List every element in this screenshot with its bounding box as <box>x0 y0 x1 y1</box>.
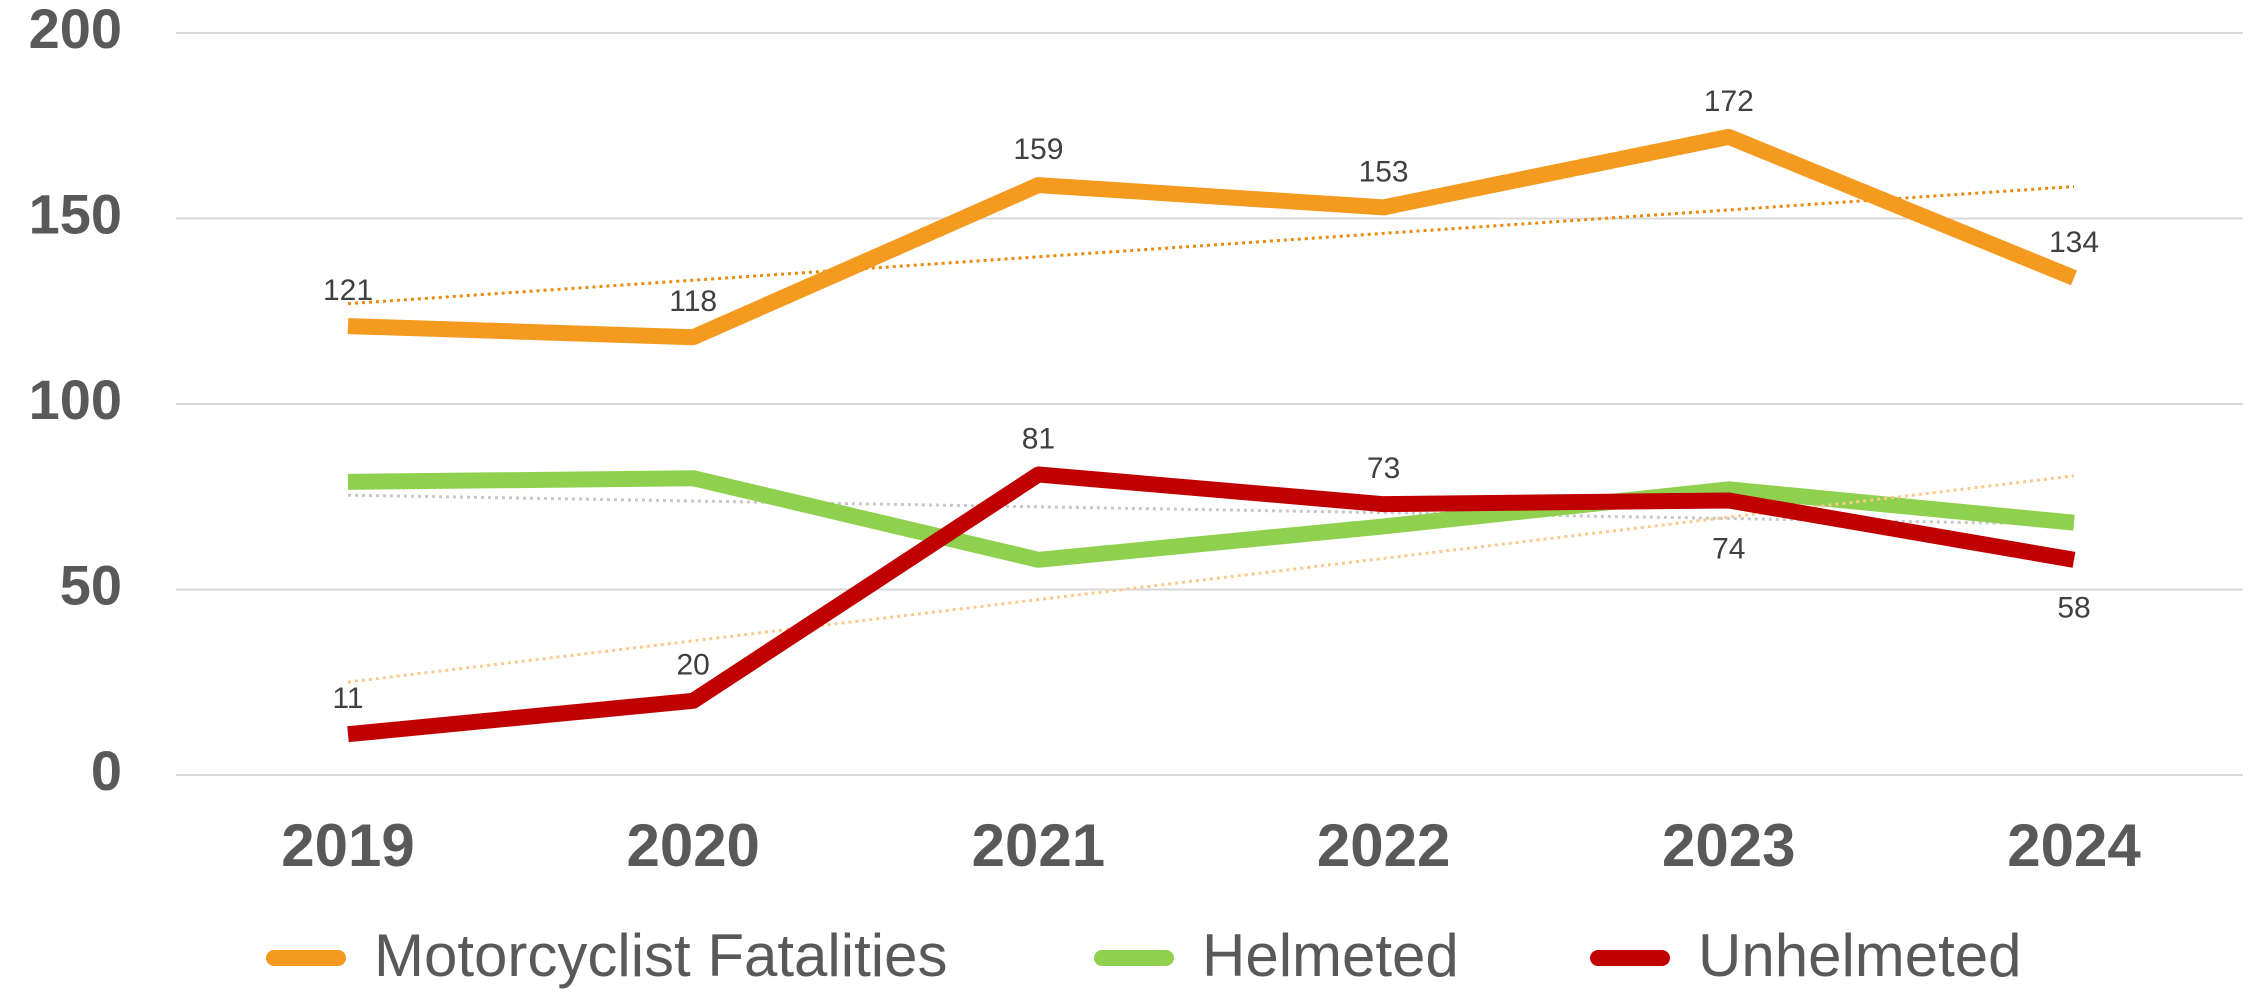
data-label: 20 <box>677 649 710 682</box>
x-tick-label: 2020 <box>626 812 759 879</box>
y-tick-label: 100 <box>29 368 122 431</box>
y-tick-label: 0 <box>91 739 122 802</box>
trendline <box>347 493 2075 526</box>
data-label: 11 <box>332 682 363 715</box>
y-tick-label: 200 <box>29 0 122 60</box>
data-label: 74 <box>1712 532 1745 565</box>
legend-label: Helmeted <box>1202 922 1459 989</box>
data-label: 118 <box>669 285 717 318</box>
x-tick-label: 2021 <box>972 812 1105 879</box>
data-label: 73 <box>1367 452 1400 485</box>
x-tick-label: 2023 <box>1662 812 1795 879</box>
series-line <box>347 466 2076 743</box>
y-tick-label: 50 <box>60 553 122 616</box>
series-line <box>347 470 2075 568</box>
trendline <box>347 185 2075 306</box>
data-label: 172 <box>1704 85 1754 118</box>
legend-label: Unhelmeted <box>1698 922 2022 989</box>
x-tick-label: 2019 <box>281 812 414 879</box>
data-label: 159 <box>1013 133 1063 166</box>
data-label: 58 <box>2057 592 2090 625</box>
data-label: 134 <box>2049 226 2099 259</box>
series-line <box>347 128 2078 346</box>
legend-label: Motorcyclist Fatalities <box>374 922 947 989</box>
x-tick-label: 2022 <box>1317 812 1450 879</box>
y-tick-label: 150 <box>29 182 122 245</box>
data-label: 153 <box>1359 155 1409 188</box>
data-label: 81 <box>1022 422 1055 455</box>
data-label: 121 <box>323 274 373 307</box>
trendline <box>347 474 2075 684</box>
x-tick-label: 2024 <box>2007 812 2141 879</box>
